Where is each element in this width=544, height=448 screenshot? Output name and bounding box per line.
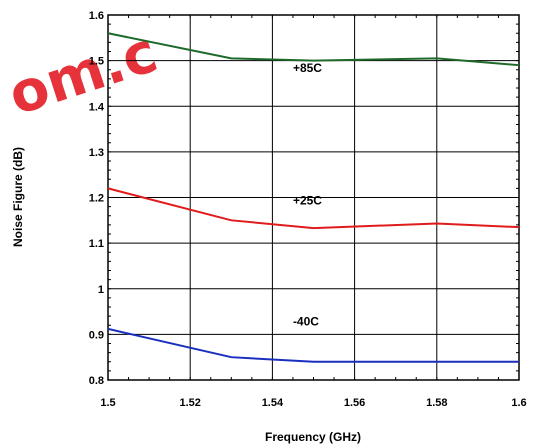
- tick-labels: 1.5 1.52 1.54 1.56 1.58 1.6 0.8 0.9 1 1.1 1.2 1.3 1.…: [89, 10, 527, 409]
- series-line: [107, 327, 519, 363]
- x-axis-title: Frequency (GHz): [265, 430, 361, 444]
- y-tick-label: 1.4: [89, 101, 105, 113]
- y-axis-title: Noise Figure (dB): [11, 147, 25, 247]
- plot-frame: [107, 14, 520, 381]
- y-tick-label: 1.1: [89, 238, 104, 250]
- series-label: +25C: [293, 193, 322, 207]
- y-tick-label: 1.6: [89, 10, 104, 22]
- y-tick-label: 1.5: [89, 56, 104, 68]
- y-tick-label: 1.2: [89, 193, 104, 205]
- x-tick-label: 1.56: [344, 397, 365, 409]
- watermark: om.c: [1, 20, 165, 129]
- y-tick-label: 1: [98, 284, 104, 296]
- x-tick-label: 1.52: [179, 397, 200, 409]
- x-tick-label: 1.5: [100, 397, 115, 409]
- series-layer: +85C +25C -40C: [107, 32, 520, 363]
- x-tick-label: 1.58: [426, 397, 447, 409]
- y-tick-label: 0.9: [89, 329, 104, 341]
- x-tick-label: 1.54: [262, 397, 284, 409]
- plot-border: [107, 14, 520, 381]
- x-tick-label: 1.6: [511, 397, 526, 409]
- series-label: +85C: [293, 61, 322, 75]
- y-tick-label: 0.8: [89, 375, 104, 387]
- series-label: -40C: [293, 314, 319, 328]
- y-tick-label: 1.3: [89, 147, 104, 159]
